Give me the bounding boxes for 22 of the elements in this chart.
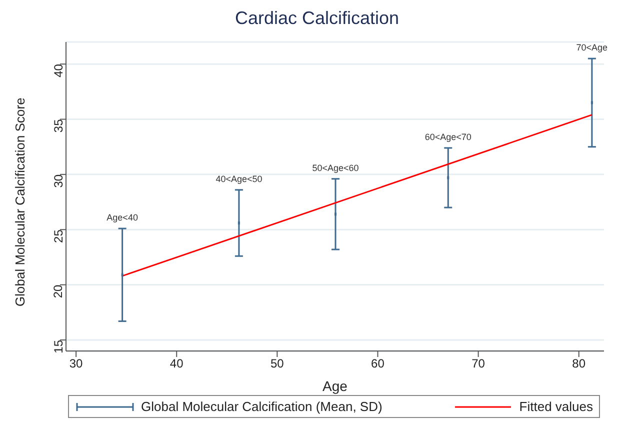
legend-label: Global Molecular Calcification (Mean, SD): [140, 399, 382, 414]
x-tick-label: 70: [472, 356, 486, 371]
annotation: 50<Age<60: [312, 162, 359, 173]
y-tick-label: 40: [51, 64, 66, 78]
y-tick-label: 20: [51, 284, 66, 298]
annotation: 70<Age: [576, 42, 608, 53]
y-tick-label: 25: [51, 229, 66, 243]
legend-label: Fitted values: [518, 399, 593, 414]
x-tick-label: 30: [69, 356, 84, 371]
y-axis-title: Global Molecular Calcification Score: [12, 98, 28, 306]
annotation: 60<Age<70: [424, 132, 472, 142]
x-tick-label: 80: [572, 356, 586, 371]
x-axis-title: Age: [322, 378, 348, 394]
y-tick-label: 35: [51, 118, 66, 133]
annotation: 40<Age<50: [216, 174, 262, 184]
x-tick-label: 60: [371, 356, 385, 371]
x-tick-label: 50: [270, 356, 284, 371]
y-tick-label: 30: [51, 174, 66, 188]
chart-title: Cardiac Calcification: [234, 8, 400, 30]
y-tick-label: 15: [51, 340, 66, 354]
annotation: Age<40: [106, 212, 138, 223]
x-tick-label: 40: [170, 356, 184, 371]
